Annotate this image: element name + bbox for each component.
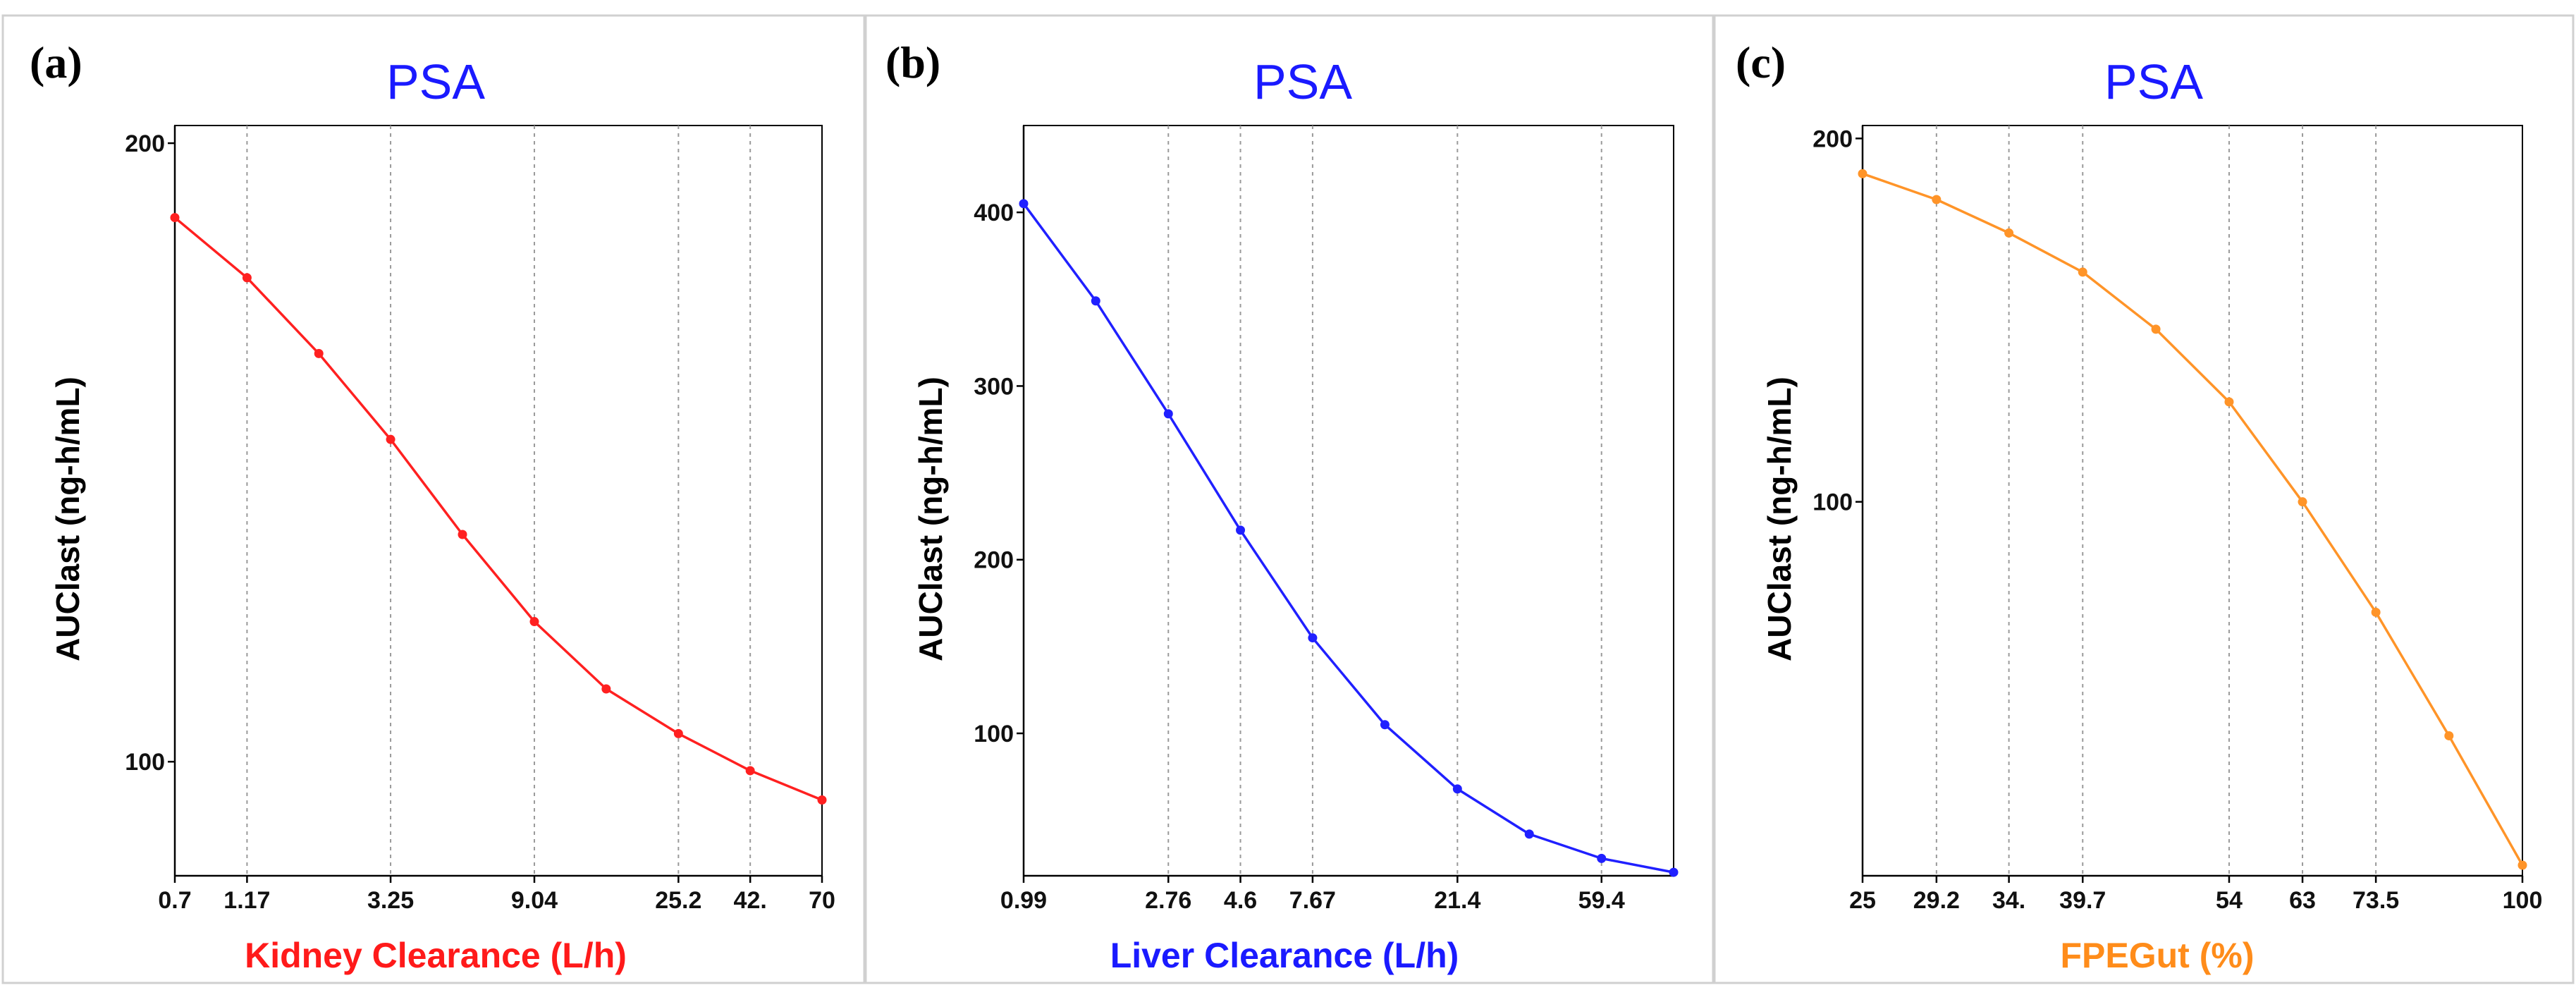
panel-b-data-point: [1524, 829, 1534, 839]
panel-a: (a) PSA AUClast (ng-h/mL) 0.7 1.17 3.25 9.0…: [1, 14, 866, 984]
panel-b-plot-area: [1023, 125, 1674, 876]
panel-a-y-tick-label: 100: [125, 749, 165, 776]
panel-c-frame: [1713, 14, 2575, 984]
panel-b-data-point: [1091, 296, 1100, 306]
panel-c-data-point: [2517, 860, 2527, 870]
panel-a-data-point: [458, 530, 467, 539]
panel-a-x-tick-label: 0.7: [158, 887, 191, 914]
panel-b-plot: 0.99 2.76 4.6 7.67 21.4 59.4 100 200 300 400: [974, 125, 1679, 914]
panel-a-label: (a): [30, 37, 82, 87]
panel-c-label: (c): [1736, 37, 1786, 87]
panel-c-series-line: [1862, 172, 2524, 866]
panel-a-frame: [1, 14, 866, 984]
panel-c-y-tick-label: 100: [1813, 489, 1853, 516]
panel-b-xlabel: Liver Clearance (L/h): [1110, 936, 1459, 975]
panel-a-title: PSA: [386, 54, 485, 109]
panel-c-x-tick-label: 73.5: [2353, 887, 2399, 914]
panel-a-x-tick-label: 9.04: [511, 887, 558, 914]
panel-a-ylabel: AUClast (ng-h/mL): [49, 377, 86, 661]
panel-b-data-point: [1019, 199, 1029, 209]
panel-b-label: (b): [885, 37, 940, 87]
panel-c-x-tick-label: 25: [1849, 887, 1876, 914]
panel-b-y-tick-label: 300: [974, 373, 1014, 400]
panel-c-x-tick-label: 29.2: [1913, 887, 1960, 914]
panel-a-data-point: [529, 617, 539, 627]
panel-a-data-point: [242, 273, 252, 283]
panel-c-x-tick-label: 63: [2289, 887, 2316, 914]
panel-b-x-tick-label: 59.4: [1578, 887, 1625, 914]
panel-a-y-tick-label: 200: [125, 130, 165, 157]
panel-c-data-point: [1858, 169, 1867, 178]
panel-c-x-tick-label: 54: [2216, 887, 2243, 914]
panel-a-data-point: [314, 348, 324, 358]
panel-b-series-line: [1022, 202, 1674, 874]
panel-b-title: PSA: [1253, 54, 1352, 109]
panel-b-y-tick-label: 400: [974, 200, 1014, 226]
panel-a-series-line: [173, 216, 823, 802]
panel-c-data-point: [2151, 324, 2161, 334]
panel-a-plot: 0.7 1.17 3.25 9.04 25.2 42. 70 100 200: [125, 125, 835, 914]
panel-c-y-tick-label: 200: [1813, 126, 1853, 152]
panel-a-xlabel: Kidney Clearance (L/h): [245, 936, 627, 975]
panel-a-x-tick-label: 3.25: [367, 887, 414, 914]
panel-c-title: PSA: [2104, 54, 2203, 109]
panel-c-xlabel: FPEGut (%): [2061, 936, 2255, 975]
panel-c: (c) PSA AUClast (ng-h/mL) 25 29.2 34. 39.7 5…: [1713, 14, 2575, 984]
panel-a-data-point: [170, 213, 180, 223]
panel-b-y-tick-label: 200: [974, 547, 1014, 574]
panel-a-plot-area: [174, 125, 823, 876]
panel-a-x-tick-label: 70: [809, 887, 835, 914]
panel-b-frame: [864, 14, 1715, 984]
panel-c-data-point: [2078, 267, 2087, 277]
panel-b-data-point: [1163, 409, 1173, 419]
panel-b-data-point: [1597, 853, 1607, 863]
panel-a-data-point: [601, 684, 611, 694]
panel-b-data-point: [1452, 784, 1462, 794]
panel-a-x-tick-label: 42.: [734, 887, 767, 914]
panel-a-data-point: [386, 434, 395, 444]
panel-a-data-point: [673, 728, 683, 738]
panel-c-x-tick-label: 100: [2503, 887, 2543, 914]
panel-c-data-point: [2004, 228, 2014, 238]
panel-b-data-point: [1380, 720, 1390, 730]
panel-c-plot: 25 29.2 34. 39.7 54 63 73.5 100 100 200: [1813, 125, 2543, 914]
panel-b-data-point: [1669, 867, 1679, 877]
panel-c-x-tick-label: 39.7: [2059, 887, 2106, 914]
panel-b-x-tick-label: 2.76: [1145, 887, 1191, 914]
panel-c-x-tick-label: 34.: [1992, 887, 2025, 914]
panel-b-x-tick-label: 21.4: [1434, 887, 1480, 914]
panel-c-data-point: [2224, 397, 2234, 407]
panel-b-x-tick-label: 4.6: [1224, 887, 1257, 914]
panel-c-data-point: [2371, 607, 2381, 617]
panel-a-data-point: [817, 795, 827, 805]
panel-a-x-tick-label: 1.17: [223, 887, 270, 914]
panel-b-data-point: [1236, 525, 1246, 535]
panel-a-x-tick-label: 25.2: [655, 887, 701, 914]
panel-c-ylabel: AUClast (ng-h/mL): [1761, 377, 1798, 661]
panel-b-data-point: [1308, 633, 1318, 643]
panel-a-data-point: [745, 766, 755, 776]
panel-b-x-tick-label: 0.99: [1000, 887, 1047, 914]
panel-c-data-point: [1932, 195, 1942, 204]
panel-b-y-tick-label: 100: [974, 721, 1014, 747]
panel-c-data-point: [2444, 731, 2454, 740]
panel-b: (b) PSA AUClast (ng-h/mL) 0.99 2.76 4.6 7.6…: [864, 14, 1715, 984]
panel-b-x-tick-label: 7.67: [1289, 887, 1336, 914]
panel-c-plot-area: [1862, 125, 2523, 876]
panel-b-ylabel: AUClast (ng-h/mL): [912, 377, 949, 661]
panel-c-data-point: [2298, 497, 2307, 507]
